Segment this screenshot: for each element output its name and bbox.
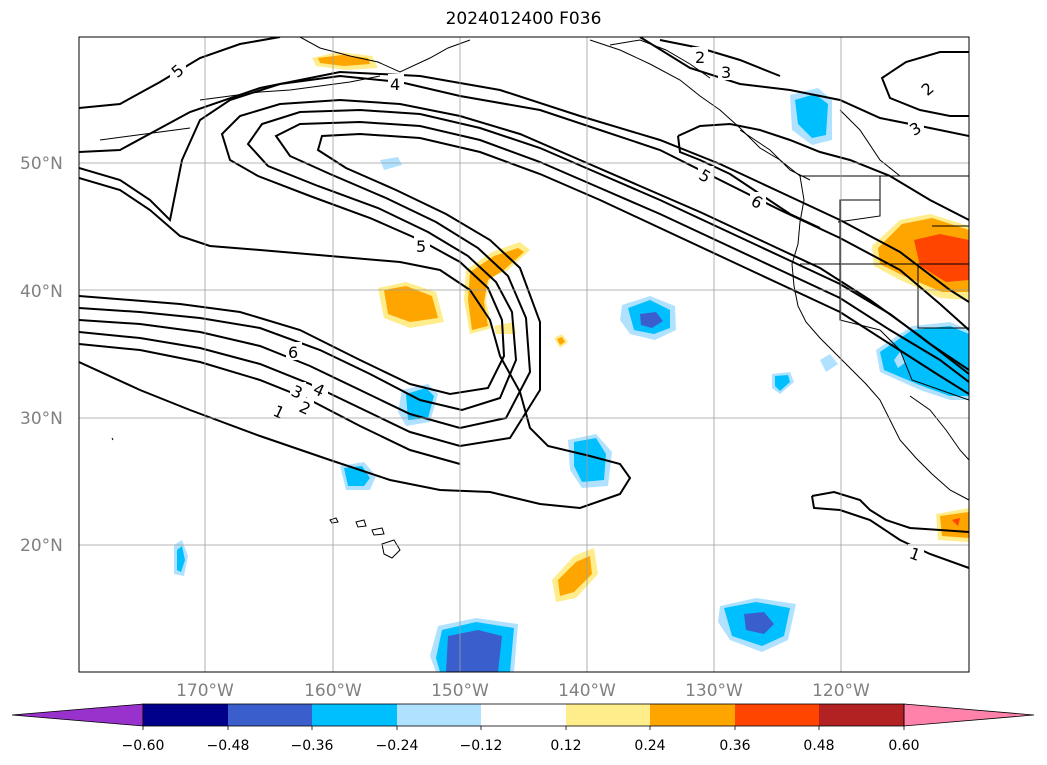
negative-anomaly-area — [380, 157, 402, 170]
colorbar-segment — [566, 704, 650, 726]
colorbar-tick-label: 0.24 — [634, 738, 665, 754]
negative-anomaly-area — [574, 438, 606, 482]
coastline — [839, 264, 881, 331]
map-frame — [78, 36, 970, 673]
colorbar-segment — [397, 704, 481, 726]
contour-line — [677, 122, 969, 221]
negative-anomaly-area — [820, 354, 838, 372]
island — [329, 517, 339, 524]
colorbar-segment — [312, 704, 397, 726]
coastline — [99, 127, 191, 141]
colorbar-segment — [228, 704, 312, 726]
colorbar-tick-label: −0.48 — [207, 738, 250, 754]
colorbar-tick-label: −0.24 — [376, 738, 419, 754]
colorbar-tick-label: 0.36 — [719, 738, 750, 754]
lon-label: 140°W — [558, 681, 616, 701]
contour-labels: 5 4 2 3 2 3 5 6 5 6 4 3 2 1 — [168, 47, 938, 565]
negative-anomaly-area — [894, 352, 906, 368]
shaded-anomalies — [174, 52, 969, 672]
lon-label: 170°W — [176, 681, 234, 701]
contour-line — [811, 495, 969, 569]
colorbar-extend-high — [903, 703, 1035, 727]
latitude-labels: 50°N 40°N 30°N 20°N — [20, 154, 63, 556]
colorbar-extend-low — [11, 703, 144, 727]
coastline — [739, 129, 811, 181]
contour-label: 3 — [721, 63, 731, 82]
positive-anomaly-area — [494, 322, 516, 334]
negative-anomaly-area — [446, 630, 502, 672]
negative-anomaly-area — [744, 612, 774, 634]
coastline — [879, 329, 969, 401]
lon-label: 160°W — [304, 681, 362, 701]
island — [371, 527, 385, 536]
colorbar-tick-label: −0.36 — [291, 738, 334, 754]
colorbar: −0.60 −0.48 −0.36 −0.24 −0.12 0.12 0.24 … — [11, 703, 1035, 754]
map-title: 2024012400 F036 — [445, 9, 602, 29]
coastline — [609, 39, 711, 79]
contour-line — [677, 135, 821, 229]
gridlines — [79, 37, 969, 672]
positive-anomaly-area — [914, 234, 969, 282]
longitude-labels: 170°W 160°W 150°W 140°W 130°W 120°W — [176, 681, 870, 701]
negative-anomaly-area — [880, 326, 969, 396]
colorbar-segment — [819, 704, 904, 726]
lon-label: 120°W — [812, 681, 870, 701]
negative-anomaly-area — [640, 312, 663, 328]
lat-label: 20°N — [20, 536, 63, 556]
positive-anomaly-area — [558, 556, 592, 596]
coastline — [199, 75, 381, 101]
lat-label: 50°N — [20, 154, 63, 174]
contour-line — [79, 120, 969, 430]
map-area: 5 4 2 3 2 3 5 6 5 6 4 3 2 1 — [79, 37, 969, 672]
contour-label: 6 — [288, 343, 298, 362]
island — [111, 437, 114, 441]
contour-line — [79, 343, 461, 465]
contour-line — [79, 70, 969, 303]
contour-line — [79, 177, 632, 510]
positive-anomaly-area — [384, 286, 438, 322]
contour-line — [659, 39, 781, 77]
colorbar-tick-label: −0.60 — [122, 738, 165, 754]
coastline — [839, 109, 901, 177]
negative-anomaly-area — [177, 546, 185, 572]
coastline — [299, 37, 471, 73]
lat-label: 30°N — [20, 409, 63, 429]
colorbar-tick-label: 0.60 — [888, 738, 919, 754]
coastline — [837, 176, 881, 223]
positive-anomaly-area — [557, 337, 565, 345]
negative-anomaly-area — [795, 94, 828, 138]
colorbar-segment — [650, 704, 735, 726]
contour-lines — [79, 37, 969, 569]
contour-label: 4 — [390, 75, 400, 94]
lat-label: 40°N — [20, 282, 63, 302]
island — [381, 539, 401, 559]
colorbar-segment — [735, 704, 819, 726]
positive-anomaly-area — [940, 512, 969, 538]
colorbar-tick-label: −0.12 — [460, 738, 503, 754]
colorbar-tick-label: 0.12 — [550, 738, 581, 754]
colorbar-tick-label: 0.48 — [803, 738, 834, 754]
coastline — [909, 395, 969, 461]
contour-line — [79, 74, 969, 331]
contour-line — [880, 51, 969, 117]
contour-label: 2 — [695, 48, 705, 67]
contour-line — [79, 98, 969, 396]
contour-label: 5 — [416, 237, 426, 256]
contour-line — [811, 490, 969, 533]
lon-label: 130°W — [685, 681, 743, 701]
coastline — [839, 199, 880, 264]
contour-line — [79, 132, 969, 448]
positive-anomaly-area — [952, 518, 960, 526]
negative-anomaly-area — [775, 375, 790, 391]
colorbar-segment — [143, 704, 228, 726]
colorbar-segment — [481, 704, 566, 726]
island — [355, 519, 367, 528]
contour-line — [79, 108, 969, 412]
lon-label: 150°W — [431, 681, 489, 701]
